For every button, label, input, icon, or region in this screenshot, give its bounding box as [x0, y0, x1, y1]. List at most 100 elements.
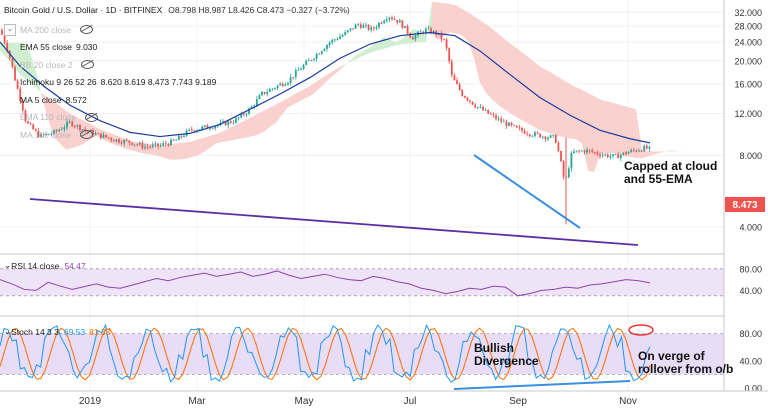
candle-body: [580, 150, 583, 152]
candle-body: [500, 118, 503, 122]
candle-body: [570, 153, 573, 169]
time-tick-label: Mar: [188, 396, 206, 407]
rsi-tick-label: 40.00: [739, 286, 762, 296]
cloud-segment: [444, 3, 450, 37]
rsi-pane-label[interactable]: ⌄ RSI 14 close 54.47: [4, 260, 86, 271]
candle-body: [315, 54, 318, 59]
cloud-segment: [618, 104, 624, 156]
candle-body: [154, 143, 157, 145]
candle-body: [284, 84, 287, 86]
candle-body: [341, 34, 344, 37]
candle-body: [42, 134, 45, 136]
candle-body: [385, 19, 388, 21]
candle-body: [224, 121, 227, 126]
chevron-down-icon[interactable]: ⌄: [4, 260, 12, 270]
cloud-segment: [630, 107, 636, 158]
stoch-tick-label: 0.00: [744, 384, 762, 394]
legend-row[interactable]: MA 5 close 8.572: [4, 91, 350, 109]
candle-body: [622, 152, 625, 155]
candle-body: [292, 77, 295, 78]
cloud-segment: [252, 113, 258, 137]
cloud-segment: [492, 28, 498, 105]
candle-body: [68, 121, 71, 123]
candle-body: [617, 154, 620, 159]
candle-body: [32, 124, 35, 130]
candle-body: [92, 130, 94, 135]
candle-body: [510, 122, 513, 126]
cloud-segment: [516, 47, 522, 121]
overbought-circle: [628, 324, 654, 336]
candle-body: [115, 139, 118, 142]
candle-body: [222, 121, 224, 123]
candle-body: [318, 53, 321, 55]
cloud-segment: [186, 141, 192, 159]
candle-body: [383, 20, 386, 24]
candle-body: [586, 149, 588, 153]
candle-body: [162, 143, 165, 146]
candle-body: [287, 82, 289, 85]
hidden-eye-icon[interactable]: [81, 60, 95, 70]
legend-row[interactable]: MA 100 close: [4, 126, 350, 144]
axes: 32.000 28.000 24.000 20.000 16.000 12.000 8.00…: [79, 8, 762, 407]
candle-body: [190, 129, 193, 131]
cloud-segment: [438, 2, 444, 40]
candle-body: [409, 33, 412, 38]
capped-line-2: and 55-EMA: [624, 171, 693, 186]
cloud-segment: [300, 88, 306, 101]
rsi-value: 54.47: [64, 260, 86, 271]
cloud-segment: [450, 4, 456, 34]
chevron-down-icon[interactable]: ⌄: [4, 23, 16, 36]
stoch-band: [0, 333, 724, 375]
candle-body: [37, 130, 40, 138]
cloud-segment: [36, 71, 42, 98]
legend-row[interactable]: Ichimoku 9 26 52 26 8.620 8.619 8.473 7.7…: [4, 74, 350, 92]
candle-body: [21, 100, 24, 111]
cloud-segment: [660, 151, 666, 153]
legend-row[interactable]: ⌄ MA 200 close: [4, 21, 350, 39]
candle-body: [203, 125, 206, 127]
candle-body: [11, 57, 14, 67]
candle-body: [14, 66, 16, 81]
cloud-segment: [480, 19, 486, 93]
hidden-eye-icon[interactable]: [80, 130, 94, 140]
time-tick-label: Nov: [619, 396, 637, 407]
cloud-segment: [60, 106, 66, 150]
candle-body: [188, 129, 191, 131]
candle-body: [359, 24, 362, 28]
cloud-segment: [42, 92, 48, 119]
candle-body: [250, 106, 253, 109]
trend-lines: [29, 154, 639, 390]
legend-row[interactable]: BB 20 close 2: [4, 56, 350, 74]
legend-row[interactable]: EMA 55 close 9.030: [4, 39, 350, 57]
candle-body: [492, 114, 495, 116]
candle-body: [640, 150, 643, 152]
legend-row[interactable]: EMA 110 close: [4, 109, 350, 127]
hidden-eye-icon[interactable]: [85, 112, 99, 122]
cloud-segment: [348, 56, 354, 63]
candle-body: [110, 138, 113, 141]
cloud-segment: [18, 43, 24, 78]
candle-body: [328, 42, 331, 46]
stoch-d-value: 81.33: [89, 326, 111, 337]
bullish-line-2: Divergence: [474, 353, 539, 368]
stoch-pane-label[interactable]: ⌄ Stoch 14 3 3 69.53 81.33: [4, 326, 110, 337]
price-tick-label: 16.000: [734, 79, 762, 89]
cloud-segment: [180, 142, 186, 160]
candle-body: [167, 144, 170, 146]
chevron-down-icon[interactable]: ⌄: [4, 326, 12, 336]
candle-body: [612, 154, 614, 157]
candle-body: [164, 143, 167, 145]
candle-body: [79, 125, 81, 131]
candle-body: [476, 106, 479, 108]
hidden-eye-icon[interactable]: [80, 25, 94, 35]
legend-value: 9.030: [75, 42, 98, 52]
candle-body: [248, 108, 250, 114]
candle-body: [63, 127, 66, 130]
legend-label: MA 100 close: [20, 129, 72, 140]
candle-body: [198, 129, 201, 131]
candle-body: [289, 77, 292, 83]
candle-body: [487, 109, 490, 114]
candle-body: [45, 134, 48, 136]
cloud-segment: [240, 119, 246, 139]
